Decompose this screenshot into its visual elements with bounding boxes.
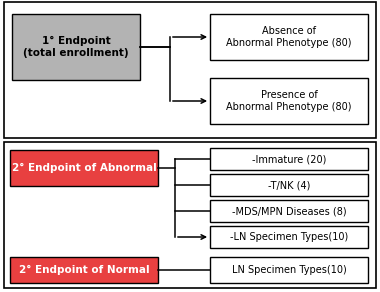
Bar bbox=[10, 150, 158, 186]
Bar bbox=[210, 14, 368, 60]
Bar bbox=[210, 257, 368, 283]
Bar bbox=[210, 200, 368, 222]
Text: -LN Specimen Types(10): -LN Specimen Types(10) bbox=[230, 232, 348, 242]
Bar bbox=[210, 226, 368, 248]
Bar bbox=[4, 2, 376, 138]
Text: -MDS/MPN Diseases (8): -MDS/MPN Diseases (8) bbox=[232, 206, 346, 216]
Bar bbox=[10, 257, 158, 283]
Text: 2° Endpoint of Normal: 2° Endpoint of Normal bbox=[19, 265, 149, 275]
Text: -Immature (20): -Immature (20) bbox=[252, 154, 326, 164]
Bar bbox=[4, 142, 376, 288]
Text: LN Specimen Types(10): LN Specimen Types(10) bbox=[232, 265, 347, 275]
Text: 2° Endpoint of Abnormal: 2° Endpoint of Abnormal bbox=[12, 163, 157, 173]
Text: Absence of
Abnormal Phenotype (80): Absence of Abnormal Phenotype (80) bbox=[226, 26, 352, 48]
Text: 1° Endpoint
(total enrollment): 1° Endpoint (total enrollment) bbox=[23, 36, 129, 58]
Text: -T/NK (4): -T/NK (4) bbox=[268, 180, 310, 190]
Bar bbox=[210, 148, 368, 170]
Text: Presence of
Abnormal Phenotype (80): Presence of Abnormal Phenotype (80) bbox=[226, 90, 352, 112]
Bar bbox=[210, 174, 368, 196]
Bar bbox=[12, 14, 140, 80]
Bar bbox=[210, 78, 368, 124]
